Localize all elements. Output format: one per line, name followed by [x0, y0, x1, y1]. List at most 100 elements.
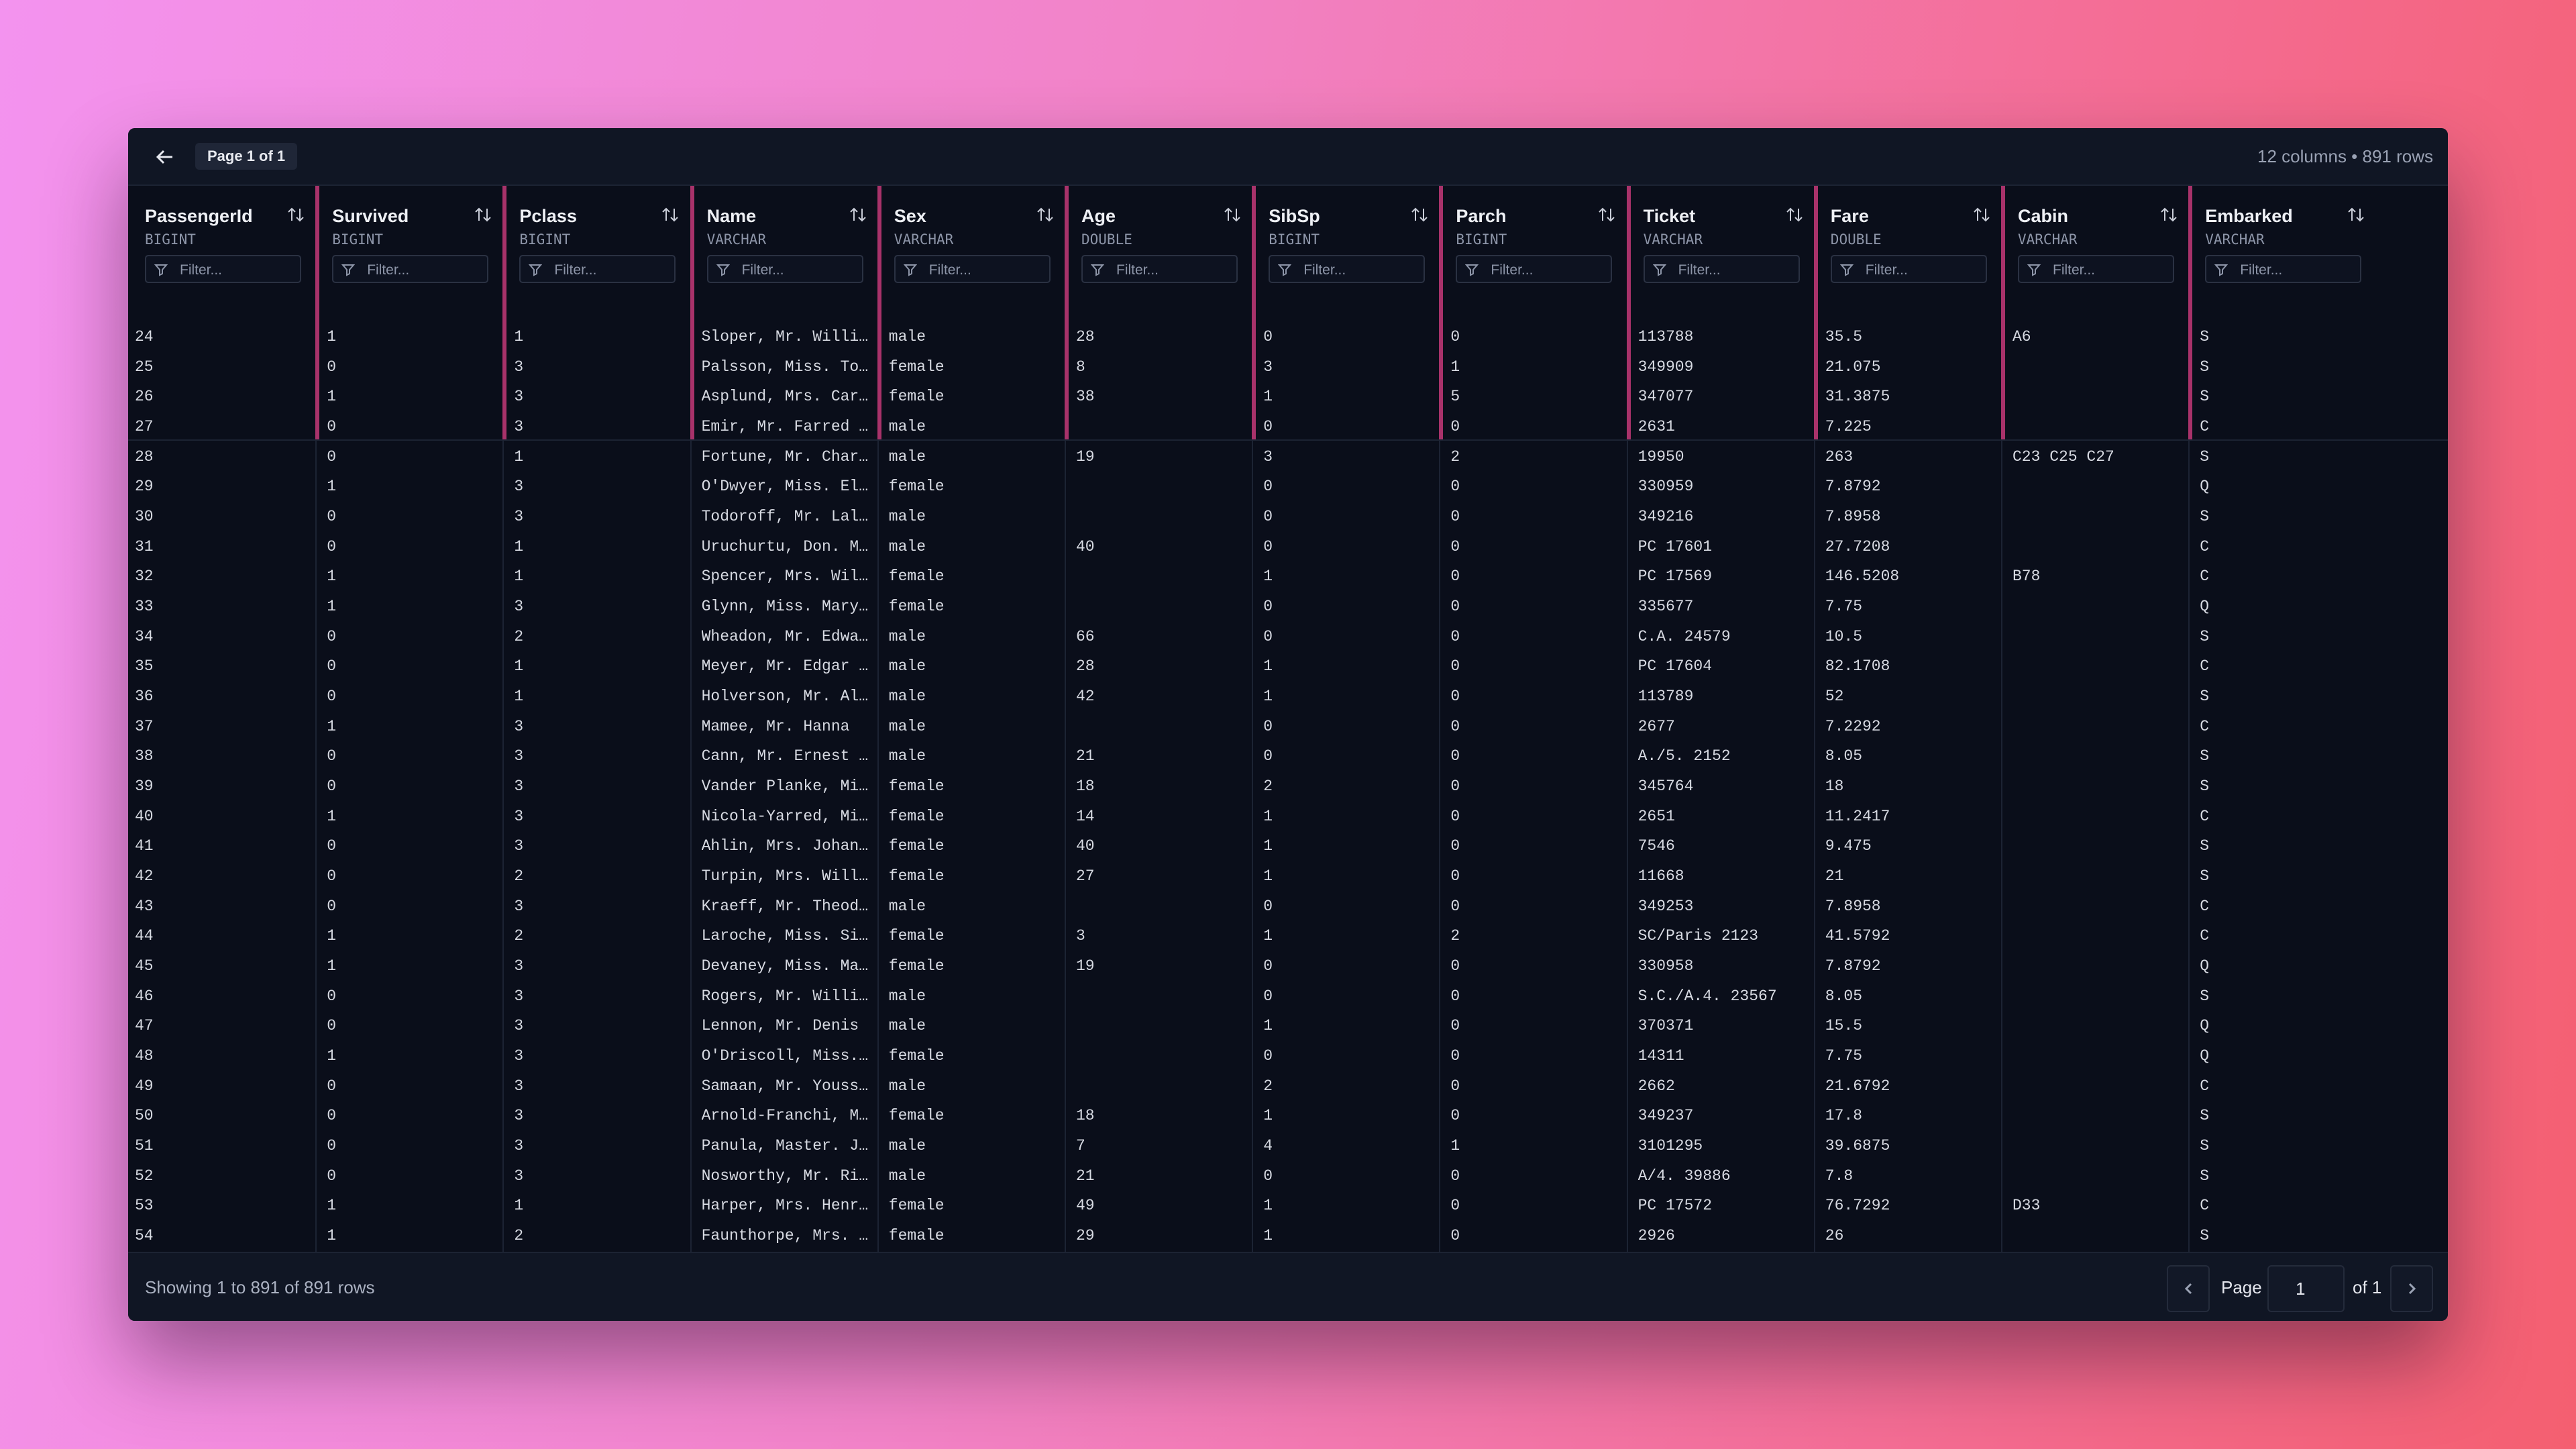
- filter-input[interactable]: Filter...: [332, 255, 489, 283]
- cell: 37: [135, 717, 154, 735]
- filter-input[interactable]: Filter...: [1830, 255, 1987, 283]
- cell: male: [888, 688, 926, 706]
- table-window: Page 1 of 1 12 columns • 891 rows Passen…: [128, 128, 2448, 1321]
- sort-button[interactable]: [1409, 205, 1430, 225]
- cell: Panula, Master. J…: [701, 1137, 869, 1155]
- sort-button[interactable]: [1035, 205, 1055, 225]
- filter-input[interactable]: Filter...: [1643, 255, 1800, 283]
- cell: 3: [514, 1167, 524, 1185]
- filter-input[interactable]: Filter...: [706, 255, 863, 283]
- cell: 0: [1263, 328, 1273, 345]
- cell: 3: [1076, 927, 1085, 945]
- cell: male: [888, 328, 926, 345]
- cell: 8.05: [1825, 987, 1863, 1005]
- filter-placeholder: Filter...: [180, 262, 223, 278]
- cell: A/4. 39886: [1638, 1167, 1731, 1185]
- cell: 0: [1450, 1047, 1460, 1065]
- filter-input[interactable]: Filter...: [519, 255, 676, 283]
- cell: 21.075: [1825, 358, 1881, 376]
- column-divider: [502, 440, 504, 1252]
- cell: 41: [135, 837, 154, 855]
- sort-button[interactable]: [286, 205, 306, 225]
- cell: 3: [514, 1137, 524, 1155]
- cell: C: [2200, 927, 2209, 945]
- cell: C: [2200, 657, 2209, 676]
- prev-page[interactable]: [2167, 1265, 2210, 1312]
- cell: male: [888, 508, 926, 526]
- cell: Uruchurtu, Don. M…: [701, 537, 869, 555]
- cell: 3: [514, 897, 524, 915]
- page-total: of 1: [2353, 1277, 2382, 1297]
- cell: S: [2200, 747, 2209, 765]
- cell: 3101295: [1638, 1137, 1703, 1155]
- filter-input[interactable]: Filter...: [2018, 255, 2174, 283]
- sort-button[interactable]: [660, 205, 680, 225]
- filter-input[interactable]: Filter...: [1081, 255, 1238, 283]
- cell: male: [888, 657, 926, 676]
- sort-button[interactable]: [1784, 205, 1805, 225]
- cell: Lennon, Mr. Denis: [701, 1017, 859, 1035]
- cell: 1: [1263, 837, 1273, 855]
- cell: male: [888, 537, 926, 555]
- cell: 0: [327, 897, 336, 915]
- cell: 43: [135, 897, 154, 915]
- cell: 0: [1450, 897, 1460, 915]
- cell: 0: [1450, 627, 1460, 645]
- cell: Q: [2200, 478, 2209, 496]
- back-button[interactable]: [155, 147, 175, 167]
- sort-button[interactable]: [1222, 205, 1242, 225]
- column-type: BIGINT: [145, 231, 196, 248]
- filter-input[interactable]: Filter...: [2205, 255, 2362, 283]
- cell: 0: [327, 537, 336, 555]
- page-input[interactable]: 1: [2267, 1265, 2345, 1312]
- cell: Meyer, Mr. Edgar …: [701, 657, 869, 676]
- sort-button[interactable]: [1972, 205, 1992, 225]
- cell: 1: [1263, 867, 1273, 885]
- sort-button[interactable]: [2346, 205, 2366, 225]
- cell: 29: [1076, 1227, 1095, 1245]
- cell: 40: [1076, 837, 1095, 855]
- cell: Q: [2200, 1047, 2209, 1065]
- cell: 14: [1076, 807, 1095, 825]
- cell: 349216: [1638, 508, 1694, 526]
- filter-input[interactable]: Filter...: [894, 255, 1051, 283]
- cell: 0: [1263, 478, 1273, 496]
- sort-button[interactable]: [473, 205, 493, 225]
- filter-input[interactable]: Filter...: [1269, 255, 1426, 283]
- cell: female: [888, 777, 945, 796]
- column-name: Parch: [1456, 206, 1507, 226]
- column-name: Ticket: [1643, 206, 1696, 226]
- cell: S.C./A.4. 23567: [1638, 987, 1777, 1005]
- cell: 1: [1263, 1197, 1273, 1215]
- cell: 0: [1450, 1107, 1460, 1125]
- cell: 0: [1450, 508, 1460, 526]
- cell: 0: [1450, 1167, 1460, 1185]
- cell: 3: [1263, 447, 1273, 466]
- cell: female: [888, 867, 945, 885]
- cell: 0: [1450, 598, 1460, 616]
- cell: Samaan, Mr. Youss…: [701, 1077, 869, 1095]
- next-page[interactable]: [2390, 1265, 2433, 1312]
- filter-input[interactable]: Filter...: [145, 255, 301, 283]
- cell: Turpin, Mrs. Will…: [701, 867, 869, 885]
- row-count: Showing 1 to 891 of 891 rows: [145, 1277, 375, 1297]
- footer: Showing 1 to 891 of 891 rows Page 1 of 1: [128, 1252, 2448, 1321]
- sort-button[interactable]: [848, 205, 868, 225]
- filter-input[interactable]: Filter...: [1456, 255, 1613, 283]
- sort-button[interactable]: [1597, 205, 1617, 225]
- cell: Q: [2200, 957, 2209, 975]
- sort-button[interactable]: [2159, 205, 2179, 225]
- cell: 1: [514, 447, 524, 466]
- cell: 0: [327, 627, 336, 645]
- cell: 44: [135, 927, 154, 945]
- column-divider: [315, 440, 317, 1252]
- column-type: BIGINT: [332, 231, 384, 248]
- cell: Cann, Mr. Ernest …: [701, 747, 869, 765]
- cell: 0: [1450, 657, 1460, 676]
- cell: 42: [1076, 688, 1095, 706]
- column-header: Parch BIGINT Filter...: [1439, 186, 1626, 439]
- cell: 0: [1263, 537, 1273, 555]
- cell: S: [2200, 508, 2209, 526]
- cell: A6: [2012, 328, 2031, 345]
- cell: 35.5: [1825, 328, 1863, 345]
